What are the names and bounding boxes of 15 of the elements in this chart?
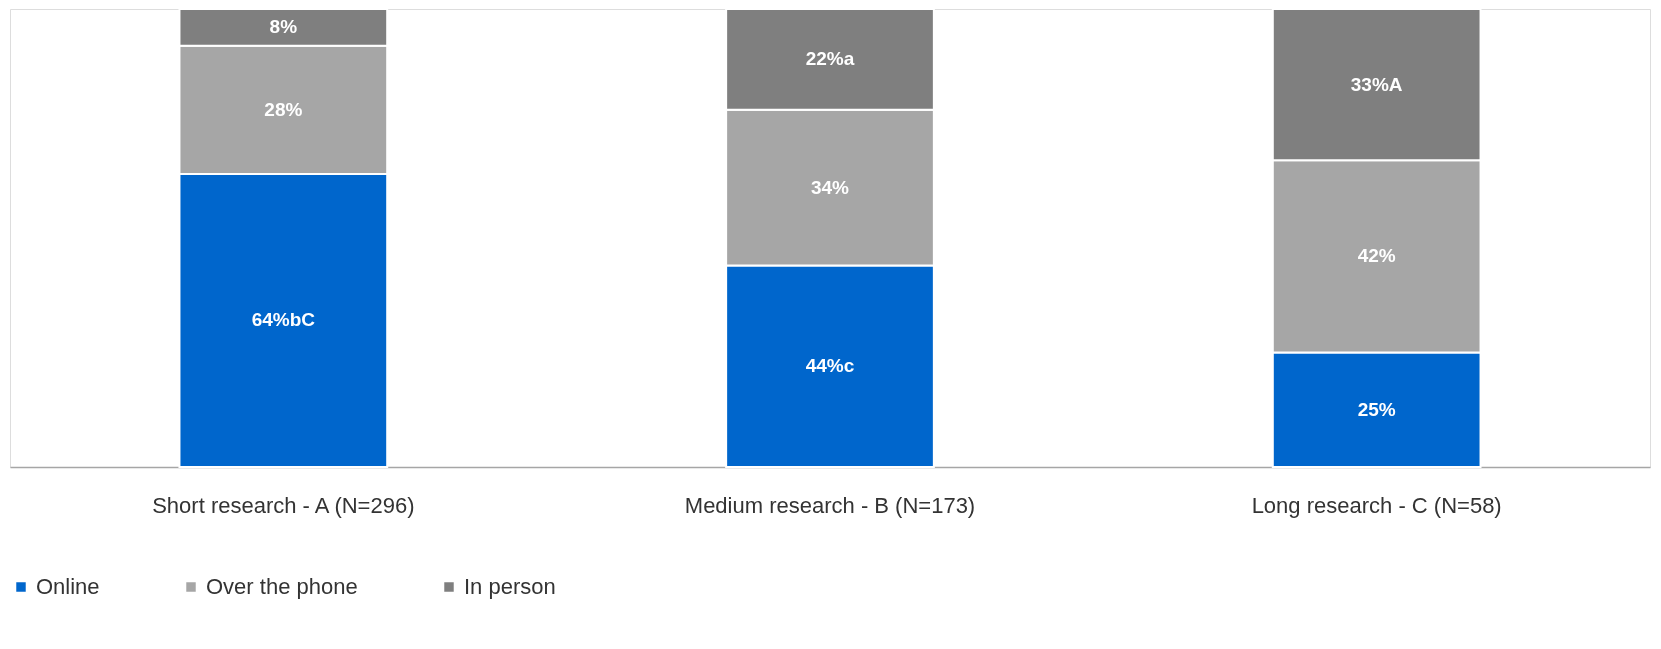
x-tick-label: Medium research - B (N=173)	[684, 492, 976, 518]
data-label: 42%	[1357, 245, 1396, 267]
legend-label: In person	[464, 574, 556, 599]
legend-label: Over the phone	[206, 574, 358, 599]
legend-label: Online	[36, 574, 100, 599]
data-label: 8%	[269, 16, 298, 38]
data-label: 33%A	[1350, 73, 1403, 95]
data-label: 28%	[264, 98, 303, 120]
data-label: 34%	[810, 176, 850, 198]
data-label: 25%	[1357, 398, 1396, 420]
data-label: 64%bC	[251, 309, 316, 331]
x-tick-label: Long research - C (N=58)	[1251, 492, 1502, 518]
data-label: 22%a	[805, 48, 855, 70]
data-label: 44%c	[805, 355, 855, 377]
x-tick-label: Short research - A (N=296)	[152, 492, 415, 518]
